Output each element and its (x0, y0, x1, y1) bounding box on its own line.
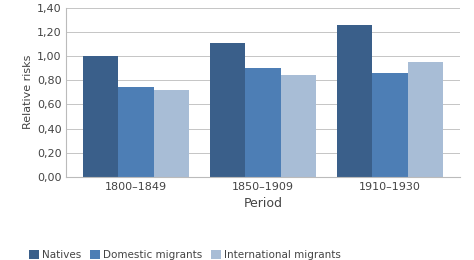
Legend: Natives, Domestic migrants, International migrants: Natives, Domestic migrants, Internationa… (24, 246, 346, 260)
Bar (154, 90, 190, 177)
Bar (372, 73, 408, 177)
Bar (83, 56, 118, 177)
Bar (408, 62, 443, 177)
Bar (118, 87, 154, 177)
Bar (281, 75, 316, 177)
X-axis label: Period: Period (244, 197, 283, 210)
Bar (246, 68, 281, 177)
Bar (210, 43, 246, 177)
Bar (337, 25, 372, 177)
Y-axis label: Relative risks: Relative risks (23, 55, 33, 129)
